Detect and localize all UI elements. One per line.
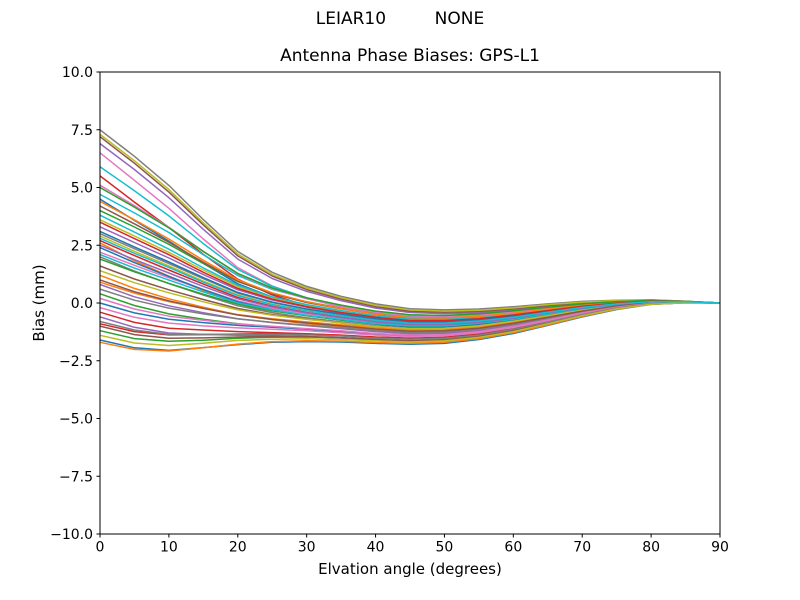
- x-tick-label: 80: [642, 540, 660, 556]
- x-tick-label: 50: [436, 540, 454, 556]
- figure-suptitle: LEIAR10 NONE: [315, 9, 485, 29]
- axes-title: Antenna Phase Biases: GPS-L1: [280, 46, 540, 66]
- x-tick-label: 70: [573, 540, 591, 556]
- axis-ticks: [96, 71, 721, 538]
- x-tick-label: 40: [367, 540, 385, 556]
- y-tick-label: −10.0: [50, 527, 93, 543]
- x-axis-label: Elvation angle (degrees): [318, 560, 502, 578]
- x-tick-label: 90: [711, 540, 729, 556]
- x-tick-label: 10: [160, 540, 178, 556]
- x-tick-label: 0: [96, 540, 105, 556]
- y-tick-label: −2.5: [59, 354, 93, 370]
- y-tick-label: 7.5: [71, 123, 93, 139]
- series-line: [99, 302, 721, 347]
- x-tick-label: 60: [504, 540, 522, 556]
- series-line: [99, 279, 721, 332]
- x-tick-label: 20: [229, 540, 247, 556]
- series-line: [99, 133, 721, 312]
- y-tick-label: −5.0: [59, 412, 93, 428]
- x-tick-label: 30: [298, 540, 316, 556]
- series-line: [99, 237, 721, 325]
- y-tick-label: 2.5: [71, 238, 93, 254]
- tick-labels: 0 10 20 30 40 50 60 70 80 90 10.0 7.5 5.0 2.5 0.0 −2.5 −…: [50, 65, 729, 556]
- y-tick-label: 0.0: [71, 296, 93, 312]
- y-tick-label: −7.5: [59, 469, 93, 485]
- y-tick-label: 10.0: [62, 65, 93, 81]
- series-line: [99, 186, 721, 317]
- series-line: [99, 166, 721, 319]
- series-lines: [99, 129, 721, 352]
- series-line: [99, 297, 721, 336]
- y-tick-label: 5.0: [71, 181, 93, 197]
